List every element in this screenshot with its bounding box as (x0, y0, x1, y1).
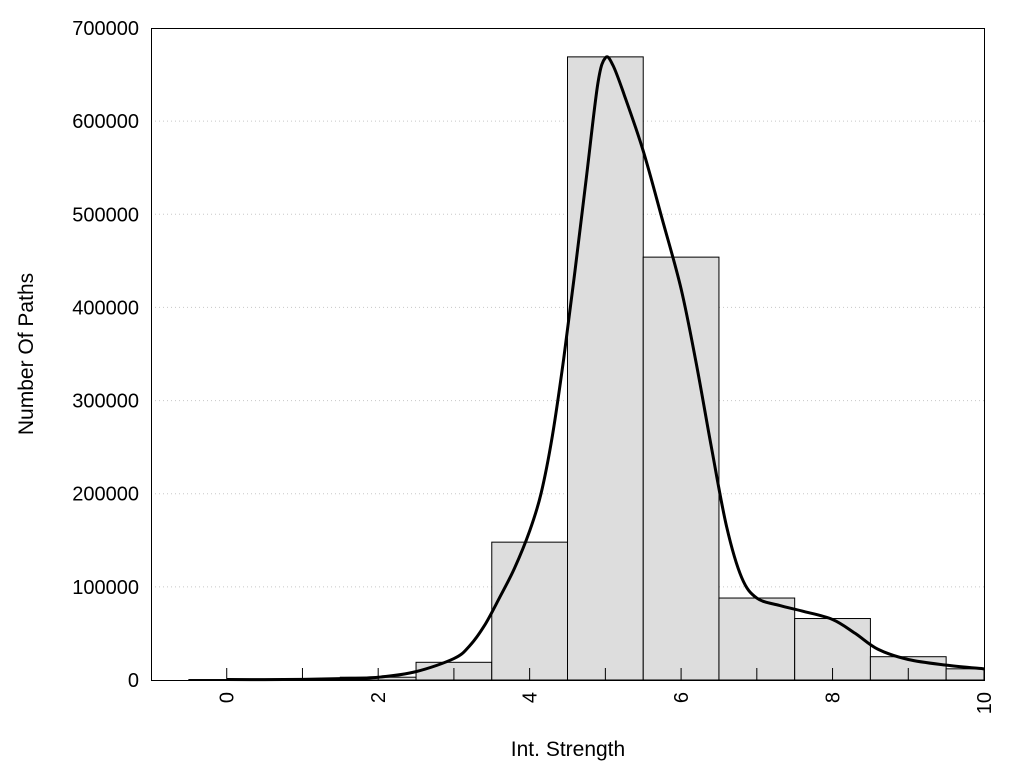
y-axis-ticks: 0 100000 200000 300000 400000 500000 600000 700… (72, 18, 139, 692)
histogram-bar (718, 597, 796, 681)
y-tick-label: 400000 (72, 297, 139, 319)
y-tick-label: 500000 (72, 204, 139, 226)
x-tick-label: 4 (520, 692, 542, 703)
plot-frame (151, 28, 985, 681)
y-tick-label: 300000 (72, 391, 139, 413)
histogram-bar (491, 541, 569, 681)
y-tick-label: 0 (128, 670, 139, 692)
density-curve-layer (226, 55, 985, 682)
density-curve (226, 55, 985, 682)
x-tick-label: 0 (217, 692, 239, 703)
histogram-bar (642, 256, 720, 681)
x-tick-label: 8 (823, 692, 845, 703)
y-tick-label: 700000 (72, 18, 139, 40)
x-tick-label: 6 (671, 692, 693, 703)
y-tick-label: 600000 (72, 111, 139, 133)
y-tick-label: 200000 (72, 484, 139, 506)
x-axis-label: Int. Strength (511, 738, 625, 761)
x-axis-ticks: 0 2 4 6 8 10 (217, 668, 996, 714)
x-tick-label: 10 (974, 692, 996, 714)
y-tick-label: 100000 (72, 577, 139, 599)
x-tick-label: 2 (368, 692, 390, 703)
bars (188, 56, 985, 681)
histogram-bar (945, 668, 985, 681)
histogram-bar (567, 56, 644, 681)
y-axis-label: Number Of Paths (15, 273, 38, 435)
